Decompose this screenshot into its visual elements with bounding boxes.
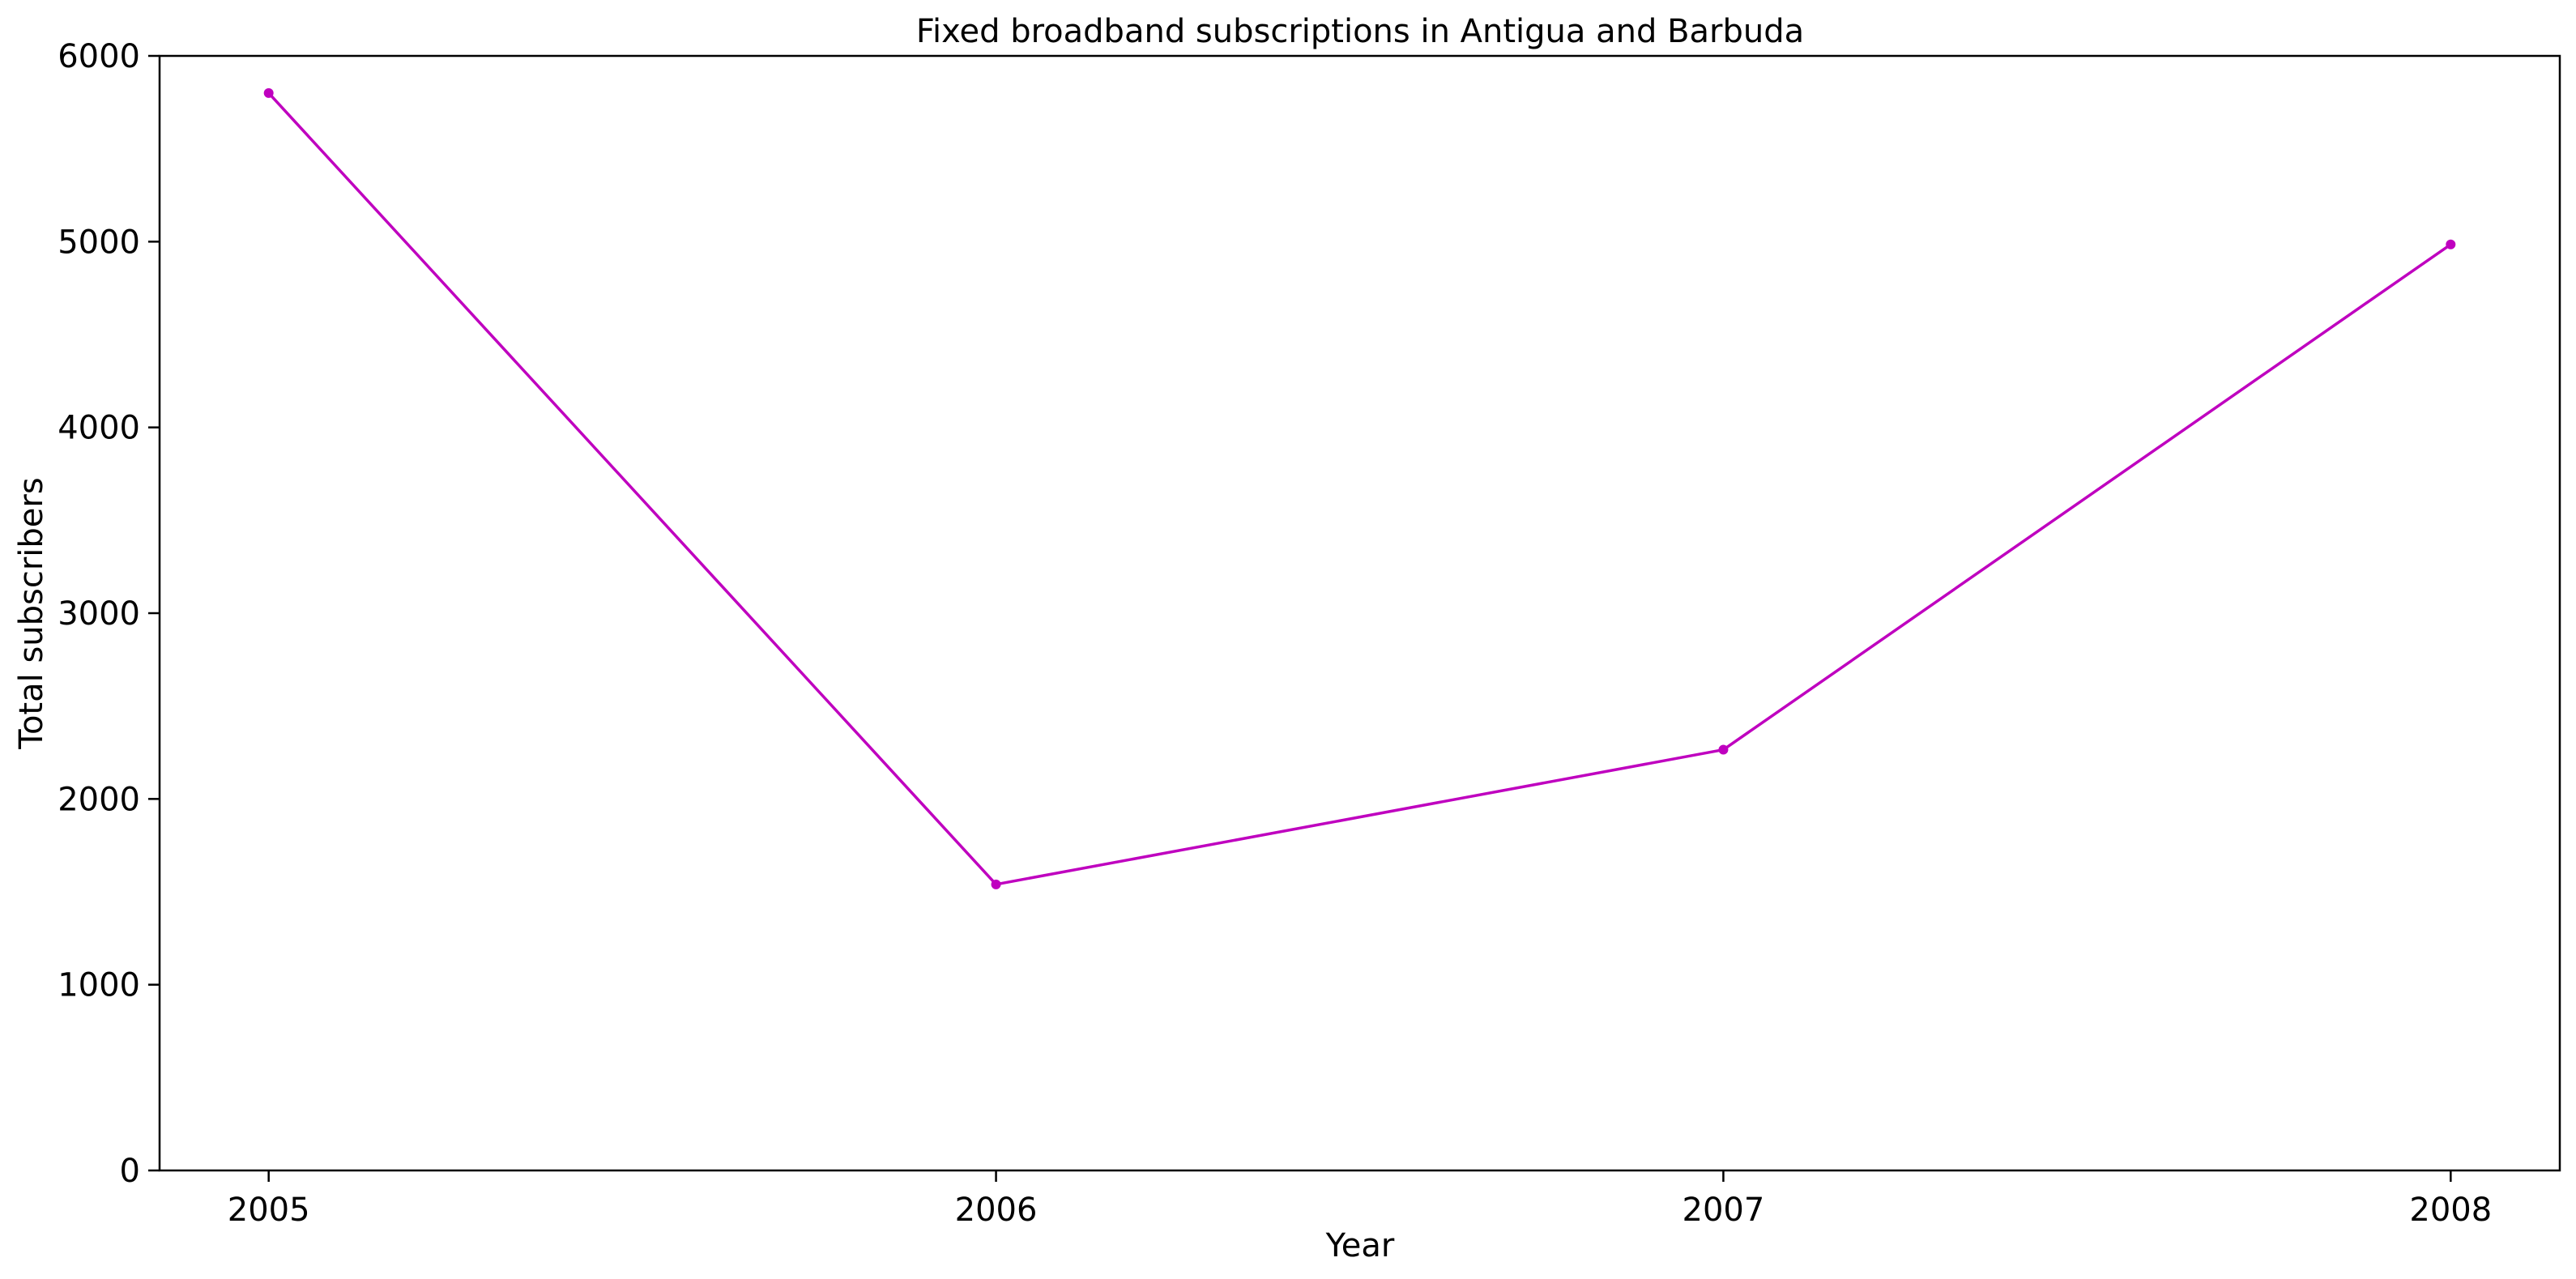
data-point — [1718, 744, 1729, 755]
x-tick-label: 2006 — [955, 1192, 1038, 1229]
y-tick-label: 2000 — [58, 781, 140, 818]
data-point — [991, 879, 1001, 889]
y-tick-label: 0 — [120, 1153, 140, 1190]
x-tick-label: 2005 — [228, 1192, 310, 1229]
y-tick-label: 5000 — [58, 224, 140, 261]
y-tick-label: 1000 — [58, 967, 140, 1004]
x-tick-label: 2008 — [2409, 1192, 2492, 1229]
plot-frame — [158, 54, 2561, 1172]
y-axis-label: Total subscribers — [13, 477, 50, 749]
x-axis-ticks: 2005 2006 2007 2008 — [228, 1170, 2492, 1229]
chart-title: Fixed broadband subscriptions in Antigua… — [916, 13, 1804, 50]
series-group — [263, 87, 2456, 889]
y-tick-label: 4000 — [58, 410, 140, 447]
data-point — [2446, 239, 2456, 249]
y-tick-label: 3000 — [58, 595, 140, 633]
y-axis-ticks: 0 1000 2000 3000 4000 5000 6000 — [58, 38, 160, 1190]
x-tick-label: 2007 — [1683, 1192, 1765, 1229]
data-point — [263, 87, 274, 98]
y-tick-label: 6000 — [58, 38, 140, 75]
x-axis-label: Year — [1325, 1227, 1395, 1264]
series-line — [267, 92, 2452, 886]
